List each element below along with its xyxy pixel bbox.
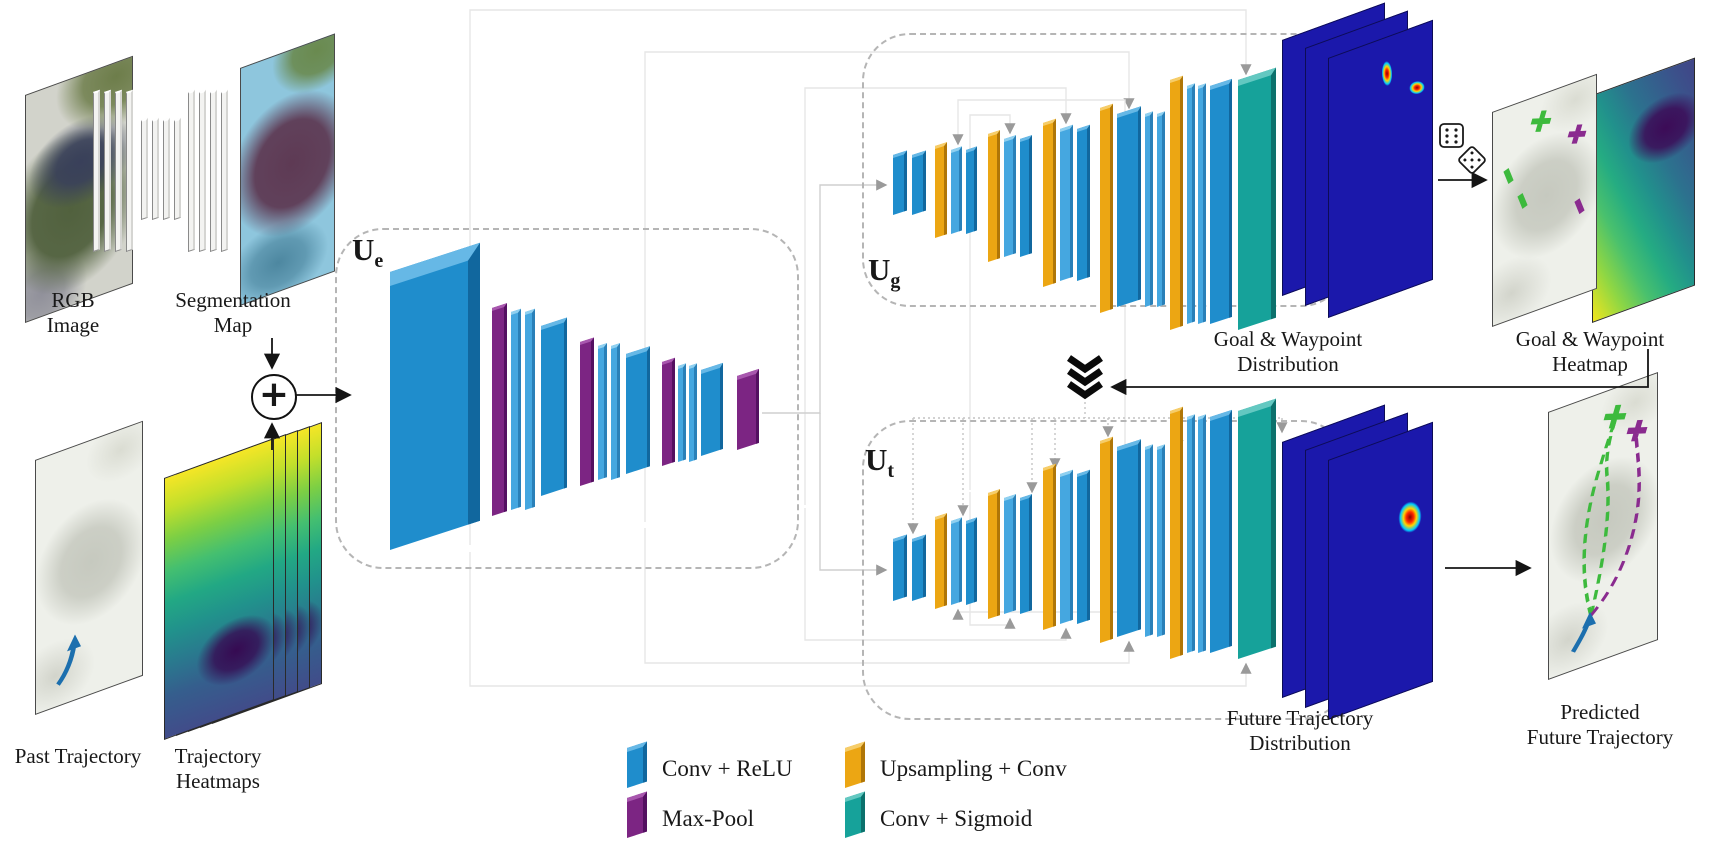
- white-slab: [210, 89, 217, 253]
- goal-waypoint-markers: [1503, 110, 1587, 215]
- conv_light-slab: [951, 146, 962, 234]
- white-slab: [152, 117, 159, 220]
- segmentation-map-label: Segmentation Map: [175, 288, 291, 337]
- conv-slab: [966, 517, 977, 605]
- goal-heatmap-sheet: [1592, 57, 1695, 323]
- goal-distribution-panel: [1328, 19, 1433, 319]
- encoder-label: Ue: [352, 232, 384, 273]
- conv_light-slab: [1145, 444, 1153, 637]
- upsample-slab: [1170, 406, 1183, 659]
- fusion-node: +: [251, 374, 297, 420]
- sigmoid-slab: [1238, 67, 1276, 331]
- conv-slab: [1117, 439, 1141, 637]
- conv-slab: [966, 146, 977, 234]
- legend-sigmoid-label: Conv + Sigmoid: [880, 806, 1033, 831]
- conv_light-slab: [951, 517, 962, 605]
- predicted-trajectory-paths: [1570, 404, 1648, 653]
- conv_light-slab: [525, 308, 535, 510]
- white-slab: [115, 89, 122, 253]
- trajectory-heatmaps-label: Trajectory Heatmaps: [174, 744, 262, 793]
- upsample-slab: [988, 489, 1000, 619]
- conv_light-slab: [1157, 111, 1165, 308]
- white-slab: [126, 89, 133, 253]
- upsample-slab: [1100, 436, 1113, 643]
- predicted-trajectory-sheet: [1548, 371, 1658, 680]
- goal-distribution-label: Goal & Waypoint Distribution: [1213, 327, 1363, 376]
- legend-upsample-label: Upsampling + Conv: [880, 756, 1067, 781]
- white-slab: [141, 117, 148, 220]
- goal-decoder-label: Ug: [868, 252, 901, 293]
- past-trajectory-label: Past Trajectory: [14, 744, 142, 768]
- past-trajectory-sheet: [35, 420, 143, 715]
- conv_light-slab: [678, 363, 686, 462]
- trajectory-distribution-panel: [1328, 421, 1433, 720]
- white-slab: [104, 89, 111, 253]
- upsample-slab: [1100, 103, 1113, 313]
- conv-slab: [626, 346, 650, 474]
- conv-slab: [893, 150, 907, 215]
- conv_light-slab: [1198, 414, 1206, 653]
- white-slab: [188, 89, 195, 253]
- conv_light-slab: [1198, 83, 1206, 325]
- conv-slab: [1077, 469, 1090, 624]
- conv_light-slab: [1145, 111, 1153, 308]
- upsample-slab: [1170, 75, 1183, 330]
- conv_light-slab: [1004, 494, 1016, 614]
- conv_light-slab: [1187, 83, 1195, 325]
- white-slab: [199, 89, 206, 253]
- conv-slab: [893, 534, 907, 601]
- white-slab: [163, 117, 170, 220]
- conv_light-slab: [598, 343, 607, 480]
- pool-slab: [662, 357, 675, 466]
- sigmoid-slab: [1238, 398, 1276, 659]
- upsample-slab: [988, 130, 1000, 262]
- conv_light-slab: [1157, 444, 1165, 637]
- legend-conv-label: Conv + ReLU: [662, 756, 793, 781]
- conv-slab: [912, 534, 926, 601]
- upsample-slab: [935, 142, 947, 238]
- conv-slab: [541, 317, 567, 496]
- past-trajectory-arrow: [56, 634, 81, 686]
- white-slab: [221, 89, 228, 253]
- trajectory-decoder-label: Ut: [865, 442, 895, 483]
- conv-slab: [1117, 106, 1141, 307]
- trajectory-heatmap-sheet: [164, 437, 274, 740]
- conv-slab: [1210, 409, 1232, 653]
- conv-slab: [1020, 135, 1032, 257]
- white-slab: [93, 89, 100, 253]
- conv_light-slab: [689, 363, 697, 462]
- conv_light-slab: [511, 308, 521, 510]
- rgb-image-label: RGB Image: [46, 288, 100, 337]
- upsample-slab: [1043, 118, 1056, 287]
- upsample-slab: [935, 513, 947, 609]
- conv-slab: [1210, 78, 1232, 324]
- pool-slab: [580, 337, 594, 486]
- pool-slab: [737, 368, 759, 450]
- conv_light-slab: [611, 343, 620, 480]
- conv-slab: [912, 150, 926, 215]
- predicted-trajectory-label: Predicted Future Trajectory: [1526, 700, 1674, 749]
- conv-slab: [1020, 494, 1032, 614]
- conv-slab: [1077, 124, 1090, 281]
- conv-slab: [701, 362, 723, 456]
- legend-pool-label: Max-Pool: [662, 806, 754, 831]
- trajectory-distribution-label: Future Trajectory Distribution: [1226, 706, 1374, 755]
- conv_light-slab: [1004, 135, 1016, 257]
- segmentation-map-sheet: [240, 33, 335, 307]
- upsample-slab: [1043, 463, 1056, 630]
- conv_light-slab: [1060, 469, 1073, 624]
- conv-slab: [390, 242, 480, 550]
- pool-slab: [492, 303, 507, 516]
- sampled-goals-sheet: [1492, 73, 1597, 327]
- conv_light-slab: [1187, 414, 1195, 653]
- conv_light-slab: [1060, 124, 1073, 281]
- white-slab: [174, 117, 181, 220]
- goal-heatmap-label: Goal & Waypoint Heatmap: [1515, 327, 1665, 376]
